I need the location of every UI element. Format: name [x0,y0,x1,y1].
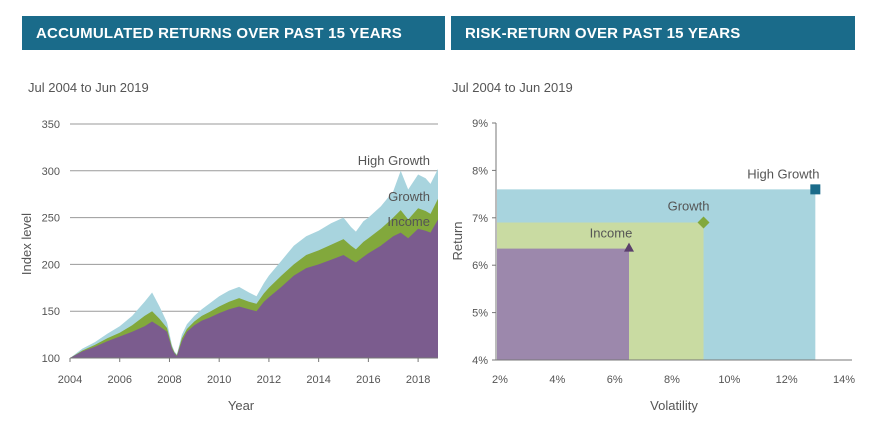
area-income [70,219,438,358]
y-tick-label: 7% [472,213,488,225]
risk-region-income [497,248,629,360]
y-tick-label: 8% [472,165,488,177]
point-growth [697,216,710,229]
y-tick-label: 300 [42,166,60,178]
y-tick-label: 200 [42,259,60,271]
y-tick-label: 5% [472,308,488,320]
y-axis-label: Index level [19,213,34,275]
point-high-growth [810,184,821,195]
x-tick-label: 8% [664,374,680,386]
x-tick-label: 2010 [207,374,231,386]
point-label-income: Income [590,226,633,241]
series-label-growth: Growth [388,189,430,204]
y-tick-label: 250 [42,213,60,225]
series-label-high-growth: High Growth [358,153,430,168]
x-tick-label: 2008 [157,374,181,386]
series-label-income: Income [387,214,430,229]
x-tick-label: 12% [776,374,798,386]
x-tick-label: 2012 [257,374,281,386]
y-tick-label: 100 [42,353,60,365]
point-label-high-growth: High Growth [747,166,819,181]
y-tick-label: 150 [42,306,60,318]
left-chart-title: ACCUMULATED RETURNS OVER PAST 15 YEARS [22,16,445,50]
x-axis-label: Volatility [650,398,698,413]
point-income [624,242,634,252]
risk-return-chart: 4% 5% 6% 7% 8% 9% 2% 4% 6% 8% 10% 12% 14% Volatility R… [450,118,855,413]
x-tick-label: 2016 [356,374,380,386]
y-axis-label: Return [450,221,465,260]
x-tick-label: 2018 [406,374,430,386]
point-label-growth: Growth [668,199,710,214]
x-tick-label: 2006 [107,374,131,386]
left-chart-subtitle: Jul 2004 to Jun 2019 [28,80,149,95]
x-tick-label: 6% [607,374,623,386]
y-tick-label: 9% [472,118,488,130]
y-tick-label: 6% [472,260,488,272]
right-chart-subtitle: Jul 2004 to Jun 2019 [452,80,573,95]
y-tick-label: 4% [472,355,488,367]
x-tick-label: 10% [718,374,740,386]
y-tick-label: 350 [42,119,60,131]
x-tick-label: 2% [492,374,508,386]
x-tick-label: 2004 [58,374,82,386]
right-chart-title: RISK-RETURN OVER PAST 15 YEARS [451,16,855,50]
x-axis-label: Year [228,398,255,413]
x-tick-label: 14% [833,374,855,386]
x-tick-label: 2014 [306,374,330,386]
accumulated-returns-chart: 100 150 200 250 300 350 2004 2006 2008 2010 2012 20… [19,119,438,413]
x-tick-label: 4% [549,374,565,386]
